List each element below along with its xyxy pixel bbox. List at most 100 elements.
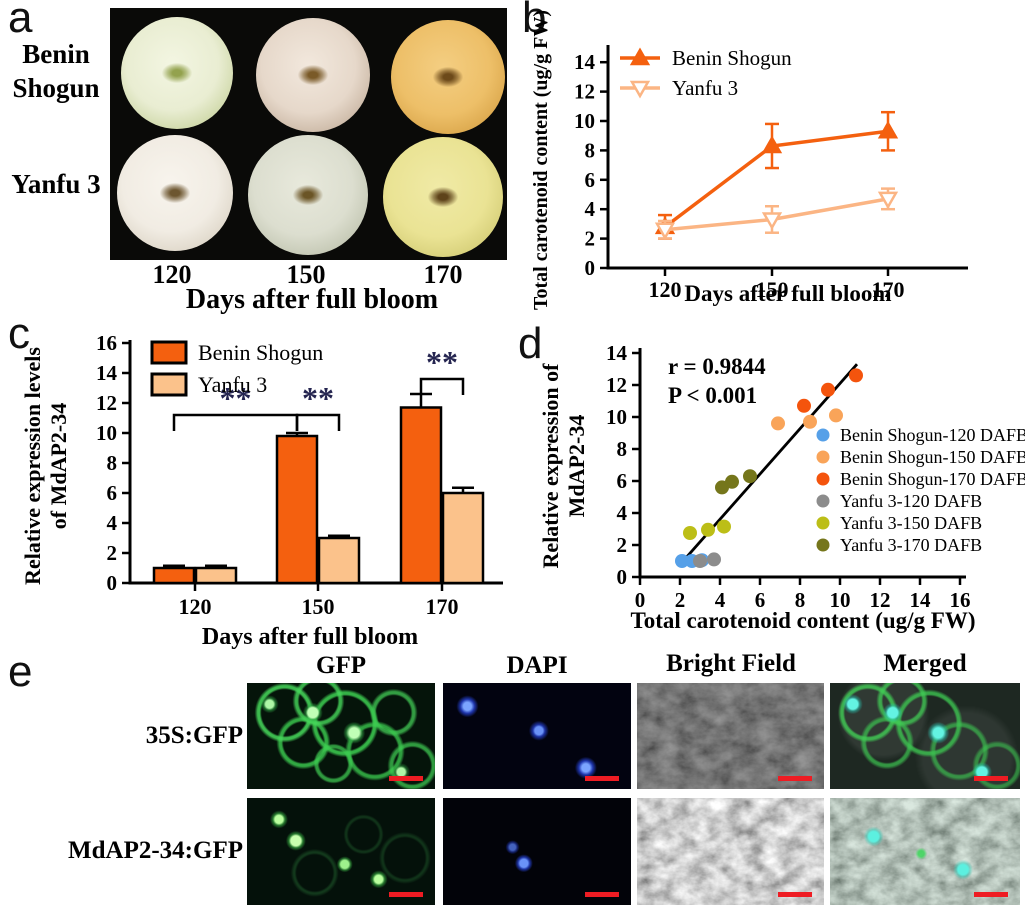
- significance-label: **: [426, 344, 458, 380]
- row-label-line: Benin: [22, 39, 90, 69]
- micrograph-merged-network: [830, 683, 1020, 789]
- x-tick-label: 170: [426, 594, 459, 619]
- significance-bracket: [172, 413, 299, 431]
- y-tick-label: 2: [617, 533, 628, 557]
- y-tick-label: 2: [585, 227, 596, 251]
- y-tick-label: 10: [574, 109, 595, 133]
- x-tick-label: 150: [302, 594, 335, 619]
- legend-label: Yanfu 3-120 DAFB: [840, 491, 982, 511]
- column-header-gfp: GFP: [316, 652, 366, 679]
- significance-label: **: [302, 380, 334, 416]
- x-tick-label: 2: [675, 588, 686, 612]
- legend-label: Yanfu 3: [672, 76, 738, 100]
- row-label-yanfu3: Yanfu 3: [6, 168, 106, 202]
- data-point: [701, 522, 715, 537]
- y-tick-label: 14: [574, 50, 596, 74]
- scale-bar: [389, 776, 423, 781]
- legend-label: Benin Shogun-120 DAFB: [840, 425, 1025, 445]
- apple-core-mark: [298, 65, 328, 85]
- y-axis-title: Total carotenoid content (ug/g FW): [530, 10, 552, 310]
- data-point: [675, 554, 689, 568]
- y-tick-label: 0: [107, 571, 118, 595]
- scale-bar: [778, 776, 812, 781]
- data-point: [803, 414, 817, 429]
- apple-slice-photo: [248, 135, 368, 255]
- y-tick-label: 4: [617, 501, 628, 525]
- x-tick-label: 12: [870, 588, 891, 612]
- micrograph-gfp-network: [247, 683, 435, 789]
- x-tick-label: 120: [649, 277, 682, 302]
- apple-photo-panel: [110, 8, 507, 260]
- x-tick-label: 14: [910, 588, 932, 612]
- significance-bracket: [295, 413, 341, 431]
- data-marker: [761, 135, 783, 154]
- y-tick-label: 16: [96, 331, 117, 355]
- data-marker: [877, 191, 899, 210]
- bar: [317, 536, 361, 585]
- chart-expression-bar: 0 2 4 6 8 10 12 14 16 120 150 170 ** ** ** Benin Shogun…: [20, 331, 503, 650]
- legend-label: Benin Shogun-150 DAFB: [840, 447, 1025, 467]
- panel-a-tick-120: 120: [152, 260, 192, 289]
- data-point: [771, 416, 785, 431]
- column-header-dapi: DAPI: [506, 652, 568, 679]
- y-tick-label: 4: [585, 197, 596, 221]
- data-point: [683, 526, 697, 540]
- x-axis-title: Days after full bloom: [684, 281, 891, 306]
- data-marker: [629, 80, 651, 99]
- data-point: [797, 398, 811, 413]
- noise-texture: [637, 798, 824, 905]
- y-tick-label: 10: [606, 405, 627, 429]
- micrograph-dapi-three: [443, 683, 631, 789]
- bar: [441, 491, 485, 585]
- apple-slice-photo: [256, 18, 370, 132]
- scale-bar: [974, 892, 1008, 897]
- noise-rect: [637, 798, 824, 905]
- legend-label: Yanfu 3: [198, 372, 267, 397]
- bar: [399, 406, 443, 585]
- x-axis-title: Days after full bloom: [202, 624, 418, 650]
- significance-bracket: [419, 377, 465, 395]
- y-tick-label: 4: [107, 511, 118, 535]
- legend-swatch: [150, 340, 188, 365]
- data-point: [743, 469, 757, 484]
- panel-a-tick-170: 170: [423, 260, 463, 289]
- y-tick-label: 2: [107, 541, 118, 565]
- apple-slice-photo: [117, 135, 233, 251]
- row-label-mdap2-34-gfp: MdAP2-34:GFP: [68, 837, 243, 864]
- apple-core-mark: [162, 63, 192, 83]
- column-header-bright-field: Bright Field: [666, 650, 796, 677]
- y-tick-label: 6: [107, 481, 118, 505]
- x-tick-label: 170: [872, 277, 905, 302]
- bar: [275, 434, 319, 585]
- legend-label: Yanfu 3-150 DAFB: [840, 513, 982, 533]
- apple-slice-photo: [391, 20, 505, 134]
- legend-dot: [816, 494, 830, 508]
- panel-e-micrographs: e GFP DAPI Bright Field Merged 35S:GFP M…: [0, 650, 1025, 909]
- data-point: [707, 552, 721, 567]
- y-tick-label: 6: [585, 168, 596, 192]
- y-axis-title: Relative expression levels: [20, 347, 45, 585]
- y-axis-title: MdAP2-34: [564, 415, 589, 518]
- apple-core-mark: [293, 185, 323, 205]
- legend-label: Benin Shogun: [672, 46, 792, 70]
- y-tick-label: 12: [96, 391, 117, 415]
- legend-label: Benin Shogun-170 DAFB: [840, 469, 1025, 489]
- legend-label: Yanfu 3-170 DAFB: [840, 535, 982, 555]
- column-header-merged: Merged: [883, 650, 967, 677]
- pvalue-annotation: P < 0.001: [668, 383, 757, 408]
- y-tick-label: 10: [96, 421, 117, 445]
- chart-correlation-scatter: 0 2 4 6 8 10 12 14 0 2 4 6 8 10 12 14 16 r = 0.9844 P < 0.…: [538, 341, 1025, 633]
- correlation-annotation: r = 0.9844: [668, 354, 766, 379]
- legend-dot: [816, 428, 830, 442]
- x-tick-label: 16: [950, 588, 971, 612]
- micrograph-gfp-dots: [247, 798, 435, 905]
- noise-rect: [637, 683, 824, 789]
- scale-bar: [974, 776, 1008, 781]
- y-tick-label: 8: [617, 437, 628, 461]
- y-axis-title: Relative expression of: [538, 363, 563, 569]
- row-label-line: Shogun: [12, 72, 100, 103]
- row-label-benin-shogun: Benin Shogun: [6, 38, 106, 106]
- row-label-35s-gfp: 35S:GFP: [145, 722, 243, 749]
- y-tick-label: 12: [606, 373, 627, 397]
- legend-dot: [816, 516, 830, 530]
